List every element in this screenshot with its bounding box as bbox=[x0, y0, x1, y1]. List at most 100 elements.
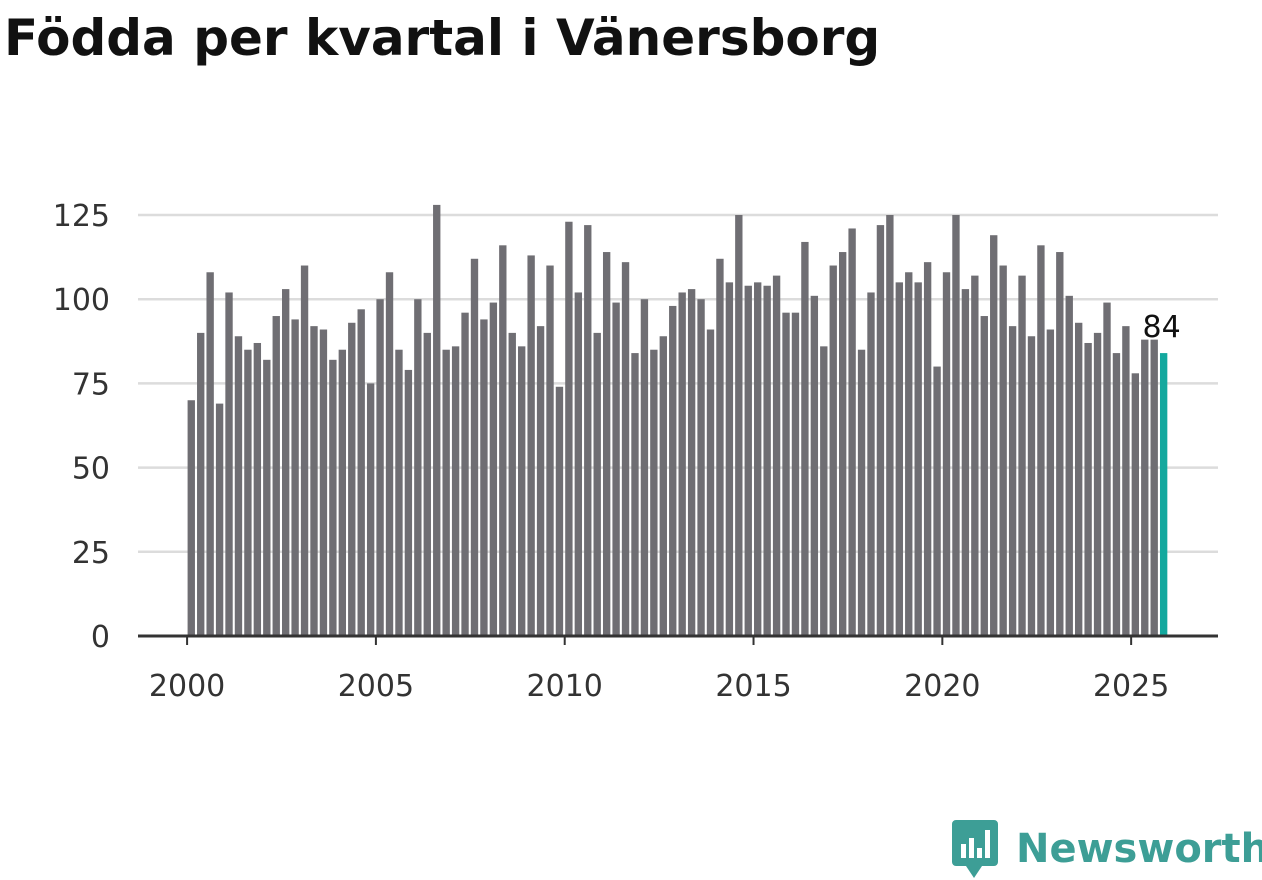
bar-2008-q1 bbox=[489, 302, 498, 636]
bar-2023-q2 bbox=[1065, 295, 1073, 636]
bar-2001-q2 bbox=[234, 336, 243, 636]
bar-2016-q3 bbox=[810, 295, 819, 636]
bar-2008-q3 bbox=[508, 332, 516, 636]
y-tick-label-0: 0 bbox=[91, 620, 110, 655]
bar-2010-q2 bbox=[574, 292, 583, 636]
y-tick-label-125: 125 bbox=[53, 199, 110, 234]
bar-2009-q2 bbox=[536, 326, 545, 636]
bars bbox=[187, 204, 1168, 637]
y-tick-label-75: 75 bbox=[72, 367, 110, 402]
bar-2013-q4 bbox=[706, 329, 715, 636]
bar-2001-q1 bbox=[225, 292, 233, 636]
bar-2002-q4 bbox=[291, 319, 299, 636]
data-labels: 84 bbox=[1143, 310, 1181, 345]
bar-2006-q2 bbox=[423, 332, 431, 636]
bar-2001-q3 bbox=[244, 349, 252, 636]
bar-2022-q3 bbox=[1037, 245, 1045, 636]
bar-2000-q4 bbox=[215, 403, 224, 636]
bar-2025-q3 bbox=[1150, 339, 1158, 636]
bar-2007-q4 bbox=[480, 319, 488, 636]
bar-2024-q4 bbox=[1122, 326, 1130, 636]
bar-2004-q4 bbox=[366, 383, 375, 636]
x-tick-label-2025: 2025 bbox=[1093, 669, 1169, 704]
brand-name: Newsworthy bbox=[1016, 826, 1262, 872]
bar-2018-q1 bbox=[867, 292, 875, 636]
y-axis-tick-labels: 0 25 50 75 100 125 bbox=[53, 199, 110, 655]
bar-2015-q4 bbox=[782, 312, 790, 636]
bar-2021-q1 bbox=[980, 316, 988, 636]
bar-2007-q3 bbox=[470, 258, 479, 636]
bar-2006-q1 bbox=[414, 299, 422, 636]
bar-2020-q4 bbox=[971, 275, 979, 636]
bar-2011-q2 bbox=[612, 302, 620, 636]
bar-2020-q3 bbox=[961, 289, 970, 636]
bar-2000-q1 bbox=[187, 400, 195, 636]
brand-logo: Newsworthy bbox=[950, 818, 1262, 880]
bar-2014-q3 bbox=[735, 215, 743, 636]
bar-2017-q2 bbox=[838, 252, 847, 637]
gridlines bbox=[138, 213, 1218, 554]
x-tick-label-2015: 2015 bbox=[715, 669, 791, 704]
bar-2012-q1 bbox=[640, 299, 649, 636]
bar-2024-q1 bbox=[1093, 332, 1102, 636]
bar-2022-q1 bbox=[1018, 275, 1026, 636]
bar-2005-q4 bbox=[404, 369, 413, 636]
bar-2010-q1 bbox=[565, 221, 573, 637]
bar-2005-q3 bbox=[395, 349, 403, 636]
bar-2019-q4 bbox=[933, 366, 941, 636]
bar-2022-q2 bbox=[1027, 336, 1036, 636]
bar-2024-q2 bbox=[1103, 302, 1111, 636]
bar-2012-q3 bbox=[659, 336, 667, 636]
bar-2017-q3 bbox=[848, 228, 856, 636]
bar-2016-q2 bbox=[801, 241, 809, 636]
bar-2022-q4 bbox=[1046, 329, 1055, 636]
bar-2005-q1 bbox=[376, 299, 384, 636]
bar-2005-q2 bbox=[385, 272, 394, 636]
bar-2013-q3 bbox=[697, 299, 705, 636]
bar-2007-q1 bbox=[451, 346, 460, 636]
bar-2010-q4 bbox=[593, 332, 601, 636]
bar-2019-q1 bbox=[905, 272, 913, 636]
bar-2011-q1 bbox=[602, 252, 611, 637]
bar-2013-q1 bbox=[678, 292, 686, 636]
bar-2004-q1 bbox=[338, 349, 346, 636]
bar-2006-q4 bbox=[442, 349, 450, 636]
bar-2008-q4 bbox=[518, 346, 526, 636]
bar-2025-q1 bbox=[1131, 373, 1140, 636]
bar-2009-q3 bbox=[546, 265, 554, 636]
bar-2004-q2 bbox=[348, 322, 356, 636]
data-label-last-value: 84 bbox=[1143, 310, 1181, 345]
bar-2000-q2 bbox=[197, 332, 205, 636]
bar-2006-q3 bbox=[433, 204, 441, 636]
bar-2014-q1 bbox=[716, 258, 724, 636]
bar-2012-q4 bbox=[669, 305, 677, 636]
x-axis bbox=[138, 634, 1218, 645]
bar-2014-q2 bbox=[725, 282, 734, 636]
bar-2009-q4 bbox=[555, 386, 564, 636]
bar-2014-q4 bbox=[744, 285, 752, 636]
bar-2000-q3 bbox=[206, 272, 214, 636]
x-tick-label-2005: 2005 bbox=[338, 669, 414, 704]
bar-2008-q2 bbox=[499, 245, 507, 636]
bar-2015-q2 bbox=[763, 285, 771, 636]
bar-2017-q4 bbox=[857, 349, 866, 636]
bar-2003-q1 bbox=[300, 265, 309, 636]
bar-2002-q3 bbox=[282, 289, 290, 636]
bar-2018-q4 bbox=[895, 282, 903, 636]
bar-2003-q4 bbox=[329, 359, 337, 636]
bar-2012-q2 bbox=[650, 349, 658, 636]
bar-2002-q1 bbox=[263, 359, 271, 636]
bar-2015-q3 bbox=[772, 275, 781, 636]
bar-2020-q2 bbox=[952, 215, 960, 636]
bar-2010-q3 bbox=[584, 225, 592, 636]
bar-2019-q2 bbox=[914, 282, 922, 636]
bar-2020-q1 bbox=[942, 272, 951, 636]
bar-2007-q2 bbox=[461, 312, 469, 636]
bar-2003-q2 bbox=[310, 326, 318, 636]
x-axis-tick-labels: 2000 2005 2010 2015 2020 2025 bbox=[149, 669, 1169, 704]
x-tick-label-2010: 2010 bbox=[527, 669, 603, 704]
chart-title: Födda per kvartal i Vänersborg bbox=[4, 9, 881, 67]
bar-2019-q3 bbox=[923, 262, 932, 636]
bar-2025-q2 bbox=[1141, 339, 1149, 636]
bar-2023-q4 bbox=[1084, 342, 1092, 636]
